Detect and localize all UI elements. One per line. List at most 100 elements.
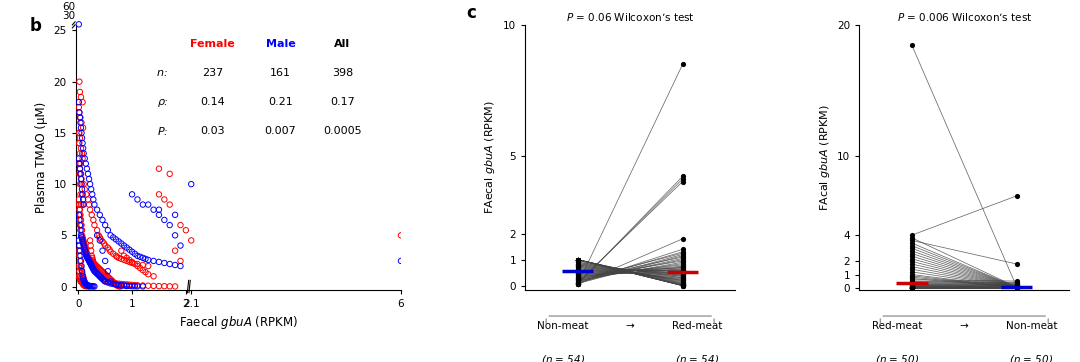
- Point: [77, 282, 94, 287]
- Point: [70, 263, 87, 269]
- Point: [1008, 285, 1025, 290]
- Point: [134, 283, 151, 289]
- Point: [107, 282, 124, 287]
- Point: [73, 140, 91, 146]
- Point: [161, 261, 178, 267]
- Point: [569, 259, 586, 265]
- Point: [569, 262, 586, 268]
- Point: [1008, 285, 1025, 290]
- Point: [70, 140, 87, 146]
- Text: ρ:: ρ:: [158, 97, 168, 107]
- Point: [77, 281, 94, 286]
- Point: [90, 265, 107, 271]
- Point: [71, 171, 89, 177]
- Point: [118, 282, 135, 287]
- Point: [84, 217, 102, 223]
- Point: [70, 79, 87, 85]
- Point: [674, 264, 691, 270]
- Point: [102, 277, 119, 282]
- Point: [70, 268, 87, 274]
- Point: [96, 222, 113, 228]
- Point: [569, 258, 586, 264]
- Point: [569, 265, 586, 270]
- Point: [569, 278, 586, 283]
- Point: [569, 280, 586, 286]
- Point: [161, 283, 178, 289]
- Point: [87, 270, 105, 276]
- Point: [92, 274, 109, 280]
- Point: [89, 207, 106, 212]
- Point: [73, 273, 91, 279]
- Point: [80, 255, 97, 261]
- Point: [70, 104, 87, 110]
- Point: [123, 283, 140, 289]
- Point: [1008, 285, 1025, 290]
- Text: Female: Female: [190, 39, 234, 49]
- Text: →: →: [625, 321, 635, 331]
- Point: [76, 241, 93, 247]
- Point: [569, 270, 586, 275]
- Point: [674, 173, 691, 179]
- Point: [129, 261, 146, 267]
- Point: [76, 279, 93, 285]
- Point: [674, 258, 691, 264]
- Point: [94, 248, 111, 253]
- Point: [172, 222, 189, 228]
- Point: [73, 202, 91, 207]
- Point: [569, 257, 586, 262]
- Point: [145, 207, 162, 212]
- Point: [1008, 283, 1025, 289]
- Text: Non-meat: Non-meat: [537, 321, 589, 331]
- Point: [71, 258, 89, 264]
- Point: [80, 283, 97, 289]
- Y-axis label: Plasma TMAO (μM): Plasma TMAO (μM): [35, 102, 48, 213]
- Point: [569, 257, 586, 262]
- Point: [71, 161, 89, 167]
- Point: [73, 272, 91, 277]
- Point: [112, 241, 130, 247]
- Point: [121, 283, 138, 289]
- Point: [903, 269, 920, 275]
- Point: [105, 235, 122, 240]
- Point: [674, 263, 691, 269]
- Point: [96, 278, 113, 284]
- Point: [150, 191, 167, 197]
- Point: [83, 191, 100, 197]
- Point: [903, 285, 920, 290]
- Point: [126, 282, 144, 288]
- Point: [72, 202, 90, 207]
- Point: [73, 232, 91, 238]
- Text: All: All: [335, 39, 351, 49]
- Point: [569, 276, 586, 282]
- Point: [1008, 278, 1025, 284]
- Point: [72, 235, 90, 240]
- Point: [81, 283, 98, 289]
- Point: [79, 254, 96, 260]
- Point: [75, 278, 92, 283]
- Point: [111, 283, 129, 289]
- Point: [903, 280, 920, 286]
- Point: [903, 279, 920, 285]
- Point: [82, 186, 99, 192]
- Point: [903, 284, 920, 290]
- Point: [110, 255, 127, 261]
- Point: [903, 283, 920, 289]
- Point: [903, 285, 920, 291]
- Text: 161: 161: [270, 68, 292, 78]
- Point: [129, 263, 146, 269]
- Point: [98, 273, 116, 279]
- Point: [150, 259, 167, 265]
- Title: $P$ = 0.06 Wilcoxon’s test: $P$ = 0.06 Wilcoxon’s test: [566, 11, 694, 23]
- Point: [166, 248, 184, 253]
- Point: [79, 256, 96, 262]
- Point: [116, 243, 133, 248]
- Point: [903, 284, 920, 290]
- Text: 0.17: 0.17: [330, 97, 354, 107]
- Point: [674, 253, 691, 259]
- Point: [85, 261, 103, 267]
- Point: [70, 171, 87, 177]
- Point: [76, 243, 93, 248]
- Text: →: →: [960, 321, 969, 331]
- Point: [674, 179, 691, 185]
- Point: [903, 284, 920, 290]
